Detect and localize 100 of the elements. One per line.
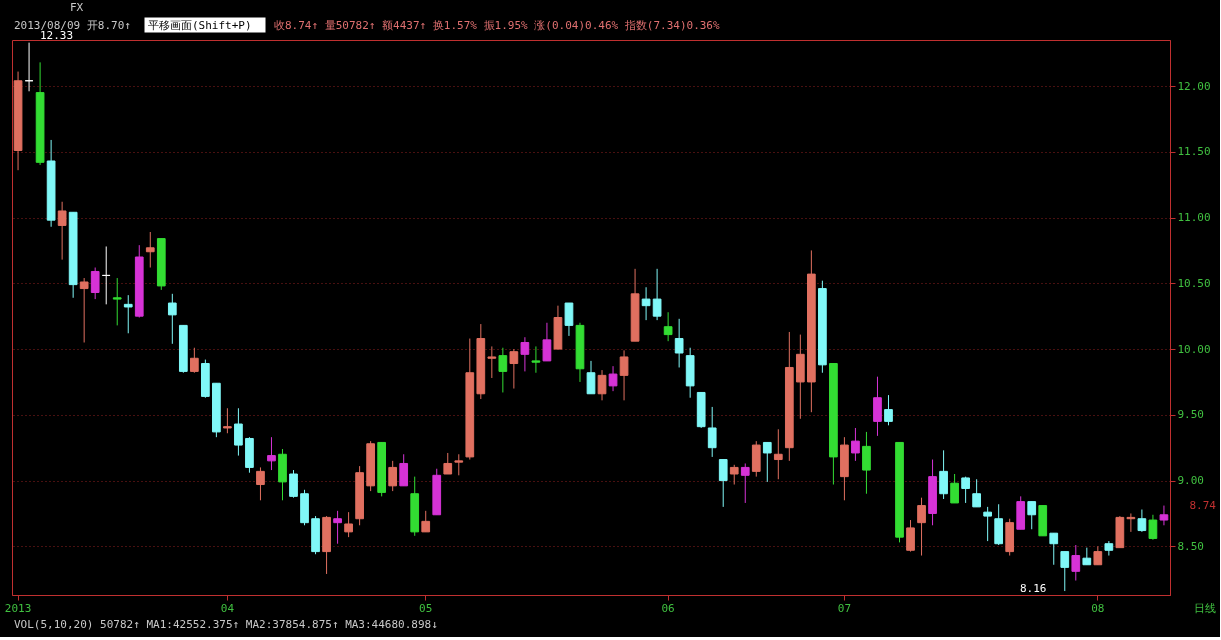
- candlestick: [762, 441, 772, 483]
- candlestick: [156, 238, 166, 291]
- x-tick-label: 07: [837, 601, 852, 615]
- candlestick: [1071, 544, 1081, 582]
- candlestick: [223, 407, 232, 434]
- text: 2013/08/09 开8.70↑: [14, 19, 131, 32]
- candlestick: [1093, 545, 1103, 566]
- candlestick: [1038, 505, 1048, 537]
- candlestick: [1104, 540, 1114, 557]
- candlestick: [377, 441, 387, 497]
- candlestick: [906, 519, 915, 553]
- y-tick-label: 9.50: [1177, 408, 1204, 422]
- text: 8.74: [1189, 499, 1217, 512]
- candlestick: [443, 452, 453, 475]
- text: VOL(5,10,20) 50782↑ MA1:42552.375↑ MA2:37854.875↑ MA3:44680.898↓: [14, 618, 438, 631]
- candlestick: [961, 476, 970, 504]
- candlestick: [112, 277, 122, 326]
- x-tick-label: 2013: [4, 601, 32, 615]
- y-tick-label: 9.00: [1177, 474, 1204, 488]
- y-tick-label: 10.00: [1177, 342, 1211, 356]
- y-tick-label: 12.00: [1177, 79, 1211, 93]
- candlestick: [895, 441, 904, 543]
- candlestick: [862, 431, 871, 495]
- candlestick: [234, 407, 243, 457]
- candlestick: [256, 466, 265, 501]
- x-tick-label: 04: [220, 601, 235, 615]
- candlestick: [784, 331, 794, 462]
- candlestick: [399, 453, 409, 487]
- candlestick: [829, 363, 838, 486]
- candlestick: [718, 459, 728, 508]
- candlestick: [212, 382, 221, 438]
- text: 平移画面(Shift+P): [148, 19, 252, 32]
- candlestick: [851, 427, 860, 462]
- candlestick: [465, 338, 475, 461]
- candlestick: [707, 406, 717, 458]
- candlestick: [1060, 551, 1070, 592]
- candlestick: [939, 449, 948, 500]
- y-tick-label: 10.50: [1177, 276, 1211, 290]
- annotation: 8.16: [1020, 582, 1047, 595]
- annotation: 12.33: [40, 29, 74, 42]
- candlestick: [388, 460, 398, 492]
- candlestick: [1027, 501, 1037, 530]
- candlestick: [795, 334, 805, 420]
- candlestick: [322, 515, 331, 575]
- candlestick: [178, 324, 188, 374]
- x-tick-label: 08: [1091, 601, 1105, 615]
- candlestick: [1016, 495, 1026, 530]
- candlestick: [300, 489, 309, 526]
- candlestick: [1159, 505, 1169, 526]
- candlestick: [333, 510, 342, 545]
- candlestick: [355, 465, 364, 526]
- candlestick: [267, 436, 276, 471]
- y-tick-label: 8.50: [1177, 539, 1204, 553]
- candlestick: [68, 211, 78, 299]
- candlestick: [90, 267, 100, 300]
- candlestick: [751, 440, 761, 478]
- candlestick: [840, 436, 849, 501]
- candlestick: [873, 376, 882, 437]
- candlestick: [983, 506, 993, 542]
- candlestick: [928, 459, 937, 526]
- candlestick: [454, 453, 464, 476]
- x-tick-label: 06: [661, 601, 675, 615]
- candlestick: [123, 294, 133, 334]
- candlestick: [344, 511, 353, 538]
- candlestick: [366, 440, 375, 492]
- candlestick: [884, 394, 893, 426]
- candlestick: [729, 464, 739, 486]
- candlestick: [917, 497, 926, 557]
- candlestick: [972, 478, 981, 508]
- candlestick: [487, 345, 497, 379]
- x-tick-label: 05: [419, 601, 433, 615]
- candlestick: [245, 436, 254, 474]
- candlestick: [134, 244, 144, 318]
- candlestick: [145, 231, 155, 269]
- candlestick: [189, 347, 199, 374]
- candlestick: [1005, 518, 1015, 557]
- candlestick: [278, 448, 287, 501]
- candlestick: [696, 391, 706, 429]
- text: 收8.74↑ 量50782↑ 额4437↑ 换1.57% 振1.95% 涨(0.04)0.46% 指数(7.34)0.36%: [274, 19, 720, 32]
- candlestick: [289, 469, 298, 499]
- candlestick: [167, 293, 177, 345]
- candlestick: [201, 359, 210, 399]
- candlestick: [807, 249, 816, 413]
- chart-title: FX: [70, 1, 84, 14]
- y-tick-label: 11.50: [1177, 145, 1211, 159]
- candlestick: [818, 280, 827, 374]
- candlestick: [531, 345, 541, 374]
- candlestick: [79, 277, 89, 343]
- candlestick: [476, 323, 486, 400]
- candlestick: [311, 515, 320, 555]
- candlestick: [421, 510, 431, 533]
- candlestick: [740, 462, 750, 504]
- y-tick-label: 11.00: [1177, 211, 1211, 225]
- text: 日线: [1194, 602, 1216, 615]
- candlestick: [685, 347, 695, 399]
- candlestick: [432, 468, 442, 516]
- candlestick: [950, 473, 959, 504]
- candlestick: [410, 476, 420, 537]
- candlestick: [994, 503, 1004, 546]
- candlestick: [586, 360, 596, 395]
